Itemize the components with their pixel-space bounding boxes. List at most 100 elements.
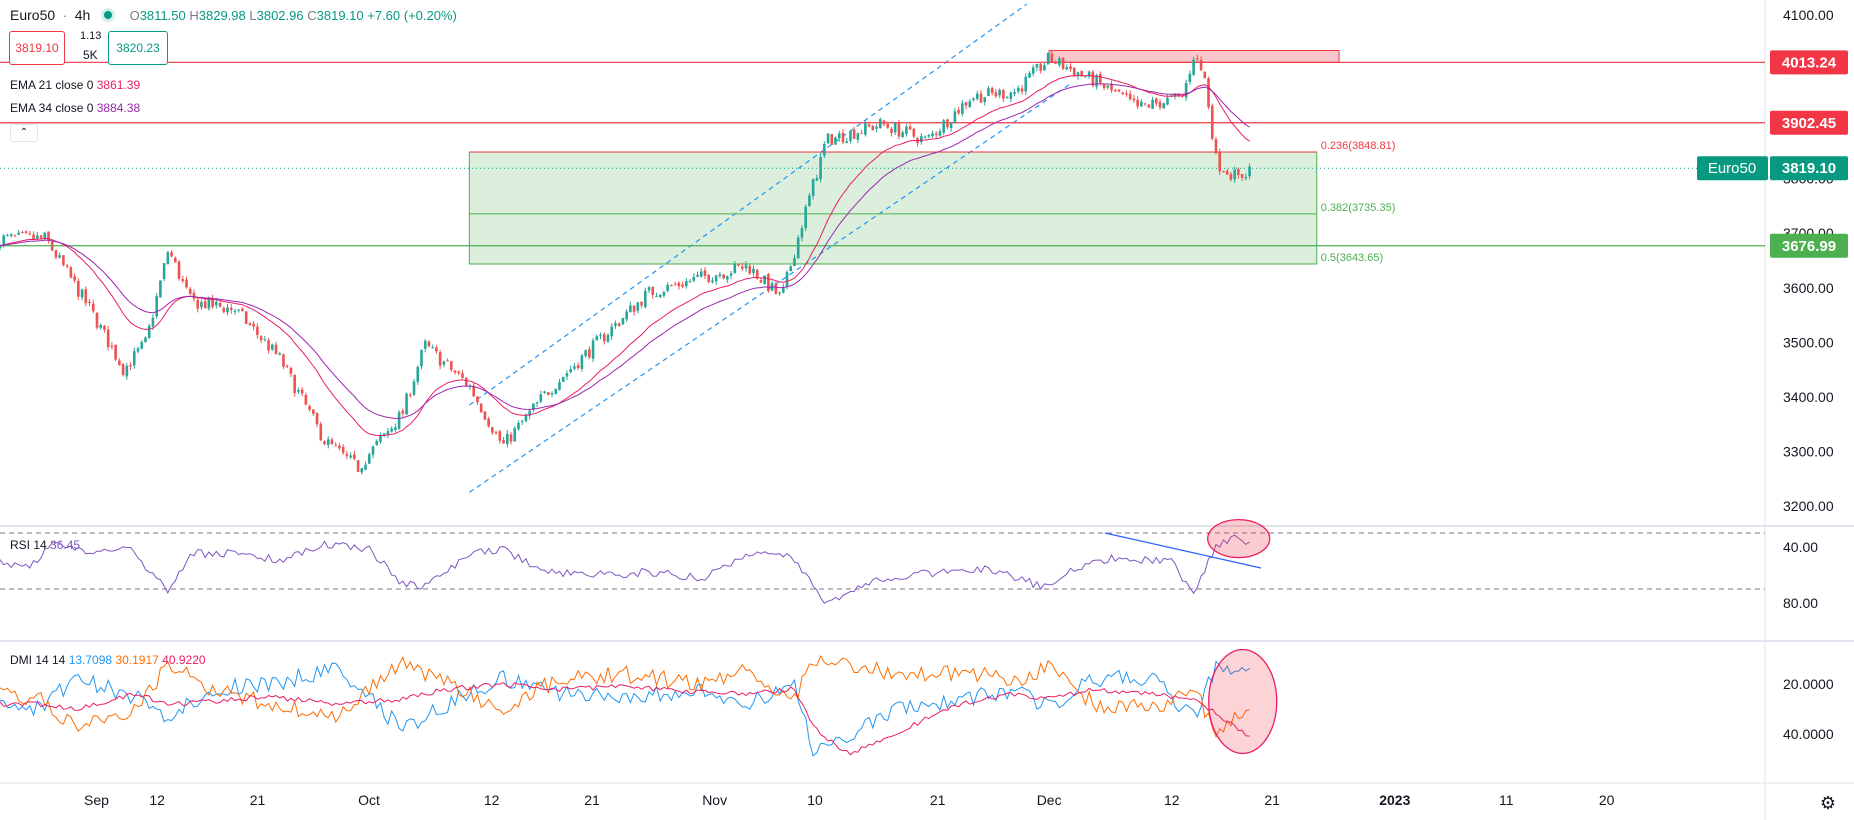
candle <box>841 129 845 145</box>
rsi-value: 36.45 <box>50 538 81 552</box>
candle <box>170 250 173 258</box>
candle <box>6 233 9 237</box>
candle <box>315 412 319 428</box>
candle <box>256 323 259 339</box>
price-level-tag <box>1770 110 1848 135</box>
candle <box>849 130 852 144</box>
candle <box>1002 89 1005 102</box>
candle <box>248 321 252 326</box>
candle <box>1084 76 1087 78</box>
candle <box>159 280 162 298</box>
rsi-tick-label: 40.00 <box>1783 539 1818 555</box>
gear-icon[interactable]: ⚙ <box>1819 793 1836 813</box>
candle <box>901 130 904 139</box>
candle <box>632 305 636 316</box>
dmi-minus-line <box>0 654 1250 738</box>
candle <box>964 101 968 110</box>
candle <box>711 277 714 284</box>
candle <box>554 388 558 395</box>
candle <box>442 360 446 368</box>
candle <box>1199 56 1203 71</box>
dmi-plus-value: 13.7098 <box>68 653 113 667</box>
candle <box>162 262 166 282</box>
candle <box>218 300 222 308</box>
fib-level-label: 0.5(3643.65) <box>1321 252 1383 264</box>
candle <box>714 274 718 285</box>
candle <box>1184 79 1188 101</box>
candle <box>778 291 781 296</box>
dmi-legend[interactable]: DMI 14 14 13.7098 30.1917 40.9220 <box>10 653 206 667</box>
candle <box>547 391 550 396</box>
symbol-name[interactable]: Euro50 <box>10 7 56 23</box>
candle <box>326 436 330 449</box>
candle <box>304 392 308 406</box>
candle <box>1117 88 1121 93</box>
candle <box>438 349 442 370</box>
candle <box>994 88 998 98</box>
candle <box>312 408 315 416</box>
candle <box>144 336 147 343</box>
rsi-highlight-ellipse <box>1207 518 1271 559</box>
candle <box>185 276 188 289</box>
candle <box>1058 56 1061 68</box>
candle <box>953 107 957 124</box>
ema34-label: EMA 34 close 0 <box>10 101 94 115</box>
candle <box>677 281 681 290</box>
interval-label[interactable]: 4h <box>74 7 91 23</box>
candle <box>21 230 24 234</box>
symbol-tag-label: Euro50 <box>1708 160 1756 177</box>
candle <box>91 299 95 314</box>
candle <box>84 286 88 307</box>
candle <box>1050 49 1054 63</box>
candle <box>416 365 420 385</box>
quantity-value[interactable]: 5K <box>83 48 98 62</box>
candle <box>226 303 229 316</box>
time-tick-label: 21 <box>930 792 946 808</box>
candle <box>726 275 729 284</box>
candle <box>890 126 893 137</box>
rsi-legend[interactable]: RSI 14 36.45 <box>10 538 80 552</box>
candle <box>379 432 382 444</box>
candle <box>1046 52 1050 65</box>
candle <box>584 349 587 358</box>
candle <box>177 259 181 281</box>
candle <box>1203 71 1207 79</box>
candle <box>625 309 628 322</box>
chevron-up-icon[interactable]: ⌃ <box>10 124 38 142</box>
candle <box>565 370 569 380</box>
candle <box>744 261 748 272</box>
candle <box>1069 63 1072 72</box>
candle <box>513 426 517 442</box>
candle <box>129 362 132 371</box>
candle <box>323 440 326 446</box>
candle <box>938 128 942 138</box>
candle <box>640 301 643 309</box>
dmi-plus-line <box>0 660 1250 757</box>
candle <box>864 119 867 137</box>
candle <box>1102 83 1106 91</box>
candle <box>998 88 1001 99</box>
candle <box>244 311 248 324</box>
ema21-legend[interactable]: EMA 21 close 0 3861.39 <box>10 78 140 92</box>
ema34-legend[interactable]: EMA 34 close 0 3884.38 <box>10 101 140 115</box>
channel-line <box>469 82 1072 493</box>
candle <box>886 121 890 129</box>
candle <box>629 301 632 313</box>
candle <box>360 467 364 475</box>
sell-button[interactable]: 3819.10 <box>9 31 65 65</box>
candle <box>349 452 352 460</box>
candle <box>390 426 393 433</box>
buy-button[interactable]: 3820.23 <box>108 31 168 65</box>
candle <box>282 353 285 369</box>
ohlc-high: H3829.98 <box>189 8 246 23</box>
price-tick-label: 3400.00 <box>1783 389 1834 405</box>
candle <box>796 235 800 259</box>
chart-header: Euro50 · 4h O3811.50 H3829.98 L3802.96 C… <box>10 7 457 23</box>
candle <box>1009 91 1013 103</box>
price-tick-label: 3600.00 <box>1783 280 1834 296</box>
candle <box>658 293 662 299</box>
candle <box>203 299 207 309</box>
ema21-line <box>0 74 1250 437</box>
candle <box>755 268 759 280</box>
